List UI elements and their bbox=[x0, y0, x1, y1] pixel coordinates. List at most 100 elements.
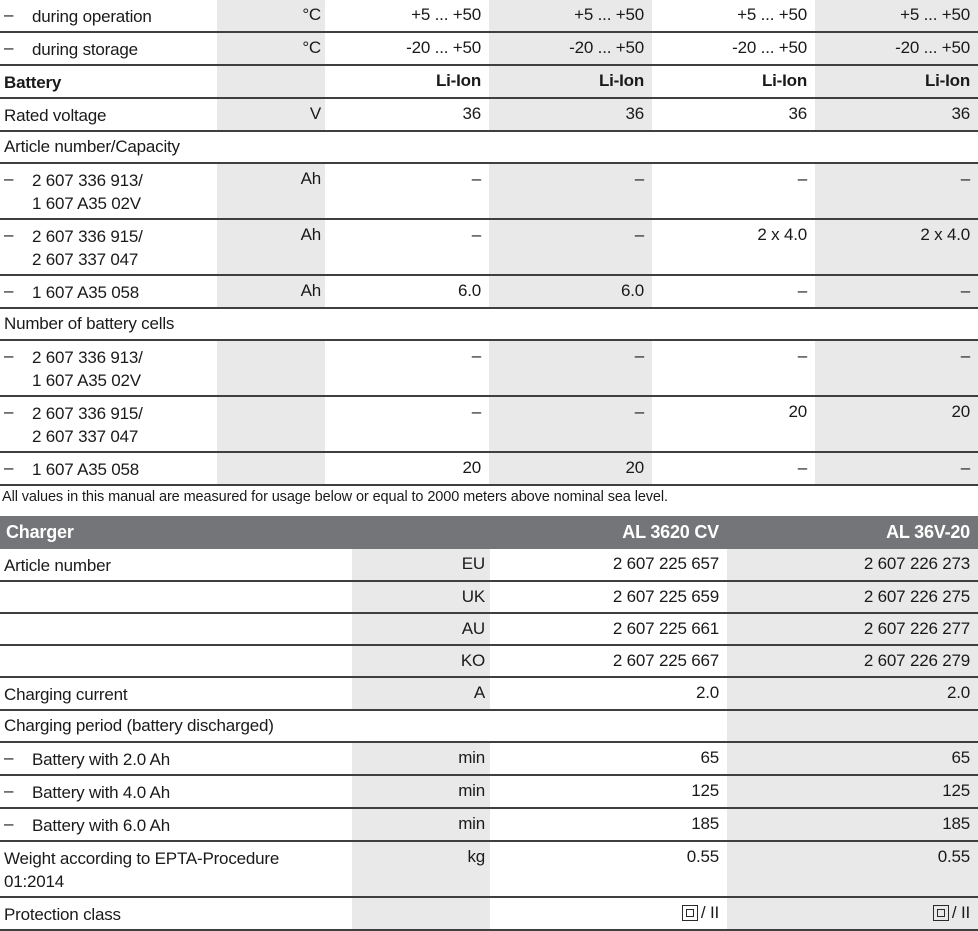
row-label: –2 607 336 915/ 2 607 337 047 bbox=[0, 220, 217, 274]
section-label: Article number/Capacity bbox=[4, 137, 180, 156]
value-cell: 125 bbox=[727, 776, 978, 807]
row-label: – Battery with 6.0 Ah bbox=[0, 809, 352, 840]
section-row-article-capacity: Article number/Capacity bbox=[0, 132, 978, 164]
section-row-charging-period: Charging period (battery discharged) bbox=[0, 711, 978, 743]
value-cell: / II bbox=[727, 898, 978, 929]
unit-cell bbox=[217, 341, 325, 395]
row-label-text: during operation bbox=[32, 7, 152, 26]
list-dash: – bbox=[4, 402, 14, 421]
value-cell: 65 bbox=[700, 748, 719, 767]
row-label bbox=[0, 614, 352, 622]
row-label: Article number bbox=[0, 549, 352, 580]
row-label: Weight according to EPTA-Procedure 01:20… bbox=[0, 842, 352, 896]
row-label-text: Weight according to EPTA-Procedure 01:20… bbox=[4, 849, 280, 891]
value-cell: 20 bbox=[462, 458, 481, 477]
row-label-text: 1 607 A35 058 bbox=[32, 283, 140, 302]
row-label: –2 607 336 913/ 1 607 A35 02V bbox=[0, 341, 217, 395]
unit-cell: min bbox=[352, 809, 490, 840]
unit-cell bbox=[217, 66, 325, 97]
value-cell: -20 ... +50 bbox=[815, 33, 978, 64]
row-label: –1 607 A35 058 bbox=[0, 453, 217, 484]
row-label: – during storage bbox=[0, 33, 217, 64]
charger-row-charging-current: Charging current A 2.0 2.0 bbox=[0, 678, 978, 711]
row-label: Rated voltage bbox=[0, 99, 217, 130]
value-cell: – bbox=[797, 281, 807, 300]
value-cell: – bbox=[489, 341, 652, 395]
battery-spec-table: – during operation °C +5 ... +50 +5 ... +… bbox=[0, 0, 978, 505]
section-label: Number of battery cells bbox=[4, 314, 175, 333]
row-label-text: Charging current bbox=[4, 685, 128, 704]
charger-row-protection-class: Protection class / II / II bbox=[0, 898, 978, 931]
list-dash: – bbox=[4, 169, 14, 188]
value-cell: 2 607 225 661 bbox=[612, 619, 719, 638]
double-insulation-icon bbox=[932, 905, 949, 921]
row-label: –2 607 336 913/ 1 607 A35 02V bbox=[0, 164, 217, 218]
spec-row-during-storage: – during storage °C -20 ... +50 -20 ... +… bbox=[0, 33, 978, 66]
value-cell bbox=[727, 711, 978, 741]
value-cell: 125 bbox=[691, 781, 719, 800]
value-cell: Li-Ion bbox=[435, 71, 481, 90]
value-cell: 2 607 226 273 bbox=[727, 549, 978, 580]
value-cell: 36 bbox=[462, 104, 481, 123]
value-cell: 2 x 4.0 bbox=[815, 220, 978, 274]
unit-cell: Ah bbox=[217, 220, 325, 274]
row-label-text: 2 607 336 915/ 2 607 337 047 bbox=[32, 227, 143, 269]
unit-cell: AU bbox=[352, 614, 490, 644]
row-label: –1 607 A35 058 bbox=[0, 276, 217, 307]
value-cell: Li-Ion bbox=[761, 71, 807, 90]
list-dash: – bbox=[4, 814, 14, 833]
value-cell: – bbox=[489, 397, 652, 451]
unit-cell: KO bbox=[352, 646, 490, 676]
row-label-text: 2 607 336 913/ 1 607 A35 02V bbox=[32, 348, 143, 390]
charger-row-battery-2ah: – Battery with 2.0 Ah min 65 65 bbox=[0, 743, 978, 776]
value-cell: – bbox=[797, 346, 807, 365]
list-dash: – bbox=[4, 346, 14, 365]
row-label-text: Battery with 2.0 Ah bbox=[32, 750, 170, 769]
value-cell: 2 607 225 657 bbox=[612, 554, 719, 573]
list-dash: – bbox=[4, 225, 14, 244]
unit-cell bbox=[217, 453, 325, 484]
value-cell: – bbox=[815, 276, 978, 307]
charger-row-article-ko: KO 2 607 225 667 2 607 226 279 bbox=[0, 646, 978, 678]
unit-cell: min bbox=[352, 776, 490, 807]
value-cell: 6.0 bbox=[457, 281, 481, 300]
value-cell: +5 ... +50 bbox=[737, 5, 807, 24]
value-cell: 2 x 4.0 bbox=[757, 225, 807, 244]
row-label: Charging current bbox=[0, 678, 352, 709]
list-dash: – bbox=[4, 38, 14, 57]
row-label-text: 2 607 336 913/ 1 607 A35 02V bbox=[32, 171, 143, 213]
charger-title: Charger bbox=[6, 522, 74, 542]
unit-cell: A bbox=[352, 678, 490, 709]
value-cell: 2.0 bbox=[727, 678, 978, 709]
unit-cell: Ah bbox=[217, 276, 325, 307]
value-cell: – bbox=[815, 164, 978, 218]
value-cell: 20 bbox=[788, 402, 807, 421]
charger-row-battery-6ah: – Battery with 6.0 Ah min 185 185 bbox=[0, 809, 978, 842]
list-dash: – bbox=[4, 281, 14, 300]
row-label-text: Battery with 4.0 Ah bbox=[32, 783, 170, 802]
row-label bbox=[0, 646, 352, 654]
charger-row-article-au: AU 2 607 225 661 2 607 226 277 bbox=[0, 614, 978, 646]
value-cell: 20 bbox=[489, 453, 652, 484]
row-label-text: Protection class bbox=[4, 905, 121, 924]
row-label-text: during storage bbox=[32, 40, 138, 59]
charger-spec-table: Charger AL 3620 CV AL 36V-20 Article num… bbox=[0, 516, 978, 931]
value-cell: Li-Ion bbox=[489, 66, 652, 97]
value-cell: 2 607 226 277 bbox=[727, 614, 978, 644]
value-cell: 6.0 bbox=[489, 276, 652, 307]
row-label-text: Article number bbox=[4, 556, 111, 575]
protection-class-text: / II bbox=[700, 903, 719, 922]
value-cell: 65 bbox=[727, 743, 978, 774]
value-cell: 2.0 bbox=[695, 683, 719, 702]
value-cell: 2 607 226 279 bbox=[727, 646, 978, 676]
charger-row-article-uk: UK 2 607 225 659 2 607 226 275 bbox=[0, 582, 978, 614]
spec-row-article-913: –2 607 336 913/ 1 607 A35 02V Ah – – – – bbox=[0, 164, 978, 220]
spec-row-cells-058: –1 607 A35 058 20 20 – – bbox=[0, 453, 978, 486]
value-cell: 36 bbox=[489, 99, 652, 130]
value-cell: -20 ... +50 bbox=[732, 38, 807, 57]
row-label-text: 1 607 A35 058 bbox=[32, 460, 140, 479]
spec-row-cells-915: –2 607 336 915/ 2 607 337 047 – – 20 20 bbox=[0, 397, 978, 453]
unit-cell: °C bbox=[217, 0, 325, 31]
section-label: Charging period (battery discharged) bbox=[4, 716, 274, 735]
value-cell: 2 607 225 667 bbox=[612, 651, 719, 670]
